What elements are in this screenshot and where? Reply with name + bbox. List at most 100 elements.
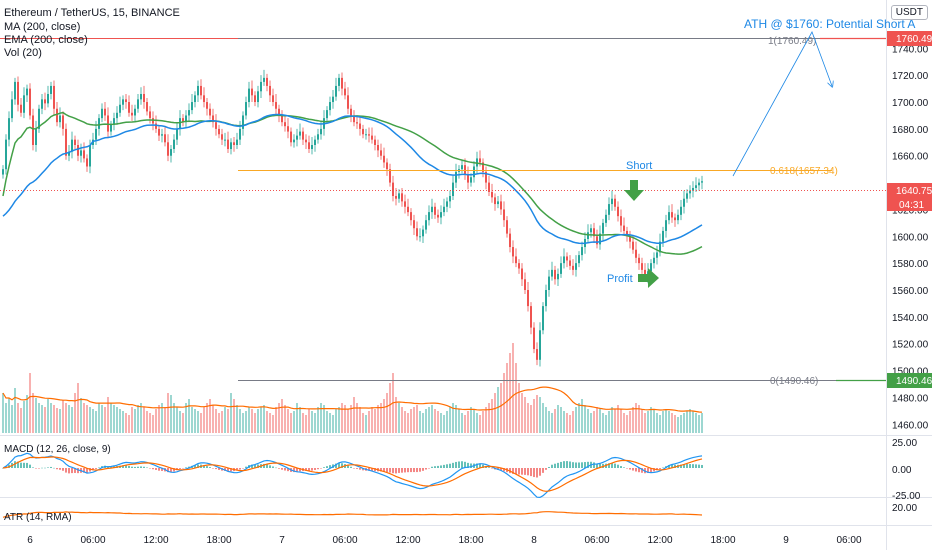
macd-tick-top: 25.00 <box>892 438 917 449</box>
candle-body <box>560 263 562 274</box>
candle-body <box>257 91 259 103</box>
macd-histogram-bar <box>641 468 643 473</box>
macd-histogram-bar <box>143 466 145 468</box>
candle-body <box>296 135 298 140</box>
volume-bar <box>611 407 613 433</box>
macd-pane <box>2 452 703 499</box>
volume-bar <box>8 398 10 433</box>
macd-histogram-bar <box>74 468 76 473</box>
ath-annotation[interactable]: ATH @ $1760: Potential Short A <box>744 17 915 31</box>
candle-body <box>389 169 391 183</box>
candle-body <box>317 134 319 140</box>
macd-histogram-bar <box>77 468 79 474</box>
volume-bar <box>242 413 244 433</box>
candle-body <box>593 228 595 237</box>
volume-bar <box>245 411 247 433</box>
time-axis[interactable]: 6 06:00 12:00 18:00 7 06:00 12:00 18:00 8 06:00 12… <box>27 535 862 546</box>
price-axis-tick: 1700.00 <box>892 98 929 109</box>
candle-body <box>182 118 184 123</box>
candle-body <box>617 206 619 217</box>
volume-bar <box>650 407 652 433</box>
candle-body <box>128 102 130 113</box>
projection-path[interactable] <box>732 31 832 177</box>
macd-line <box>2 452 703 499</box>
vol-legend[interactable]: Vol (20) <box>4 47 42 59</box>
symbol-title[interactable]: Ethereum / TetherUS, 15, BINANCE <box>4 7 180 19</box>
volume-bar <box>329 413 331 433</box>
candle-body <box>371 135 373 140</box>
price-pane[interactable] <box>0 0 886 435</box>
volume-bar <box>299 407 301 433</box>
volume-bar <box>290 413 292 433</box>
candle-body <box>539 330 541 360</box>
macd-histogram-bar <box>521 468 523 475</box>
volume-bar <box>338 407 340 433</box>
candle-body <box>101 108 103 119</box>
macd-histogram-bar <box>581 462 583 468</box>
profit-annotation[interactable]: Profit <box>607 273 633 285</box>
macd-histogram-bar <box>251 464 253 468</box>
volume-bar <box>107 397 109 433</box>
candle-body <box>293 139 295 143</box>
candle-body <box>398 193 400 199</box>
macd-histogram-bar <box>308 468 310 471</box>
candle-body <box>242 115 244 129</box>
volume-bar <box>419 411 421 433</box>
macd-histogram-bar <box>161 468 163 471</box>
volume-bar <box>152 415 154 433</box>
volume-bar <box>308 409 310 433</box>
currency-button[interactable]: USDT <box>890 5 928 20</box>
volume-bar <box>590 413 592 433</box>
short-down-arrow-icon[interactable] <box>624 180 644 201</box>
candle-body <box>275 102 277 109</box>
candle-body <box>488 182 490 192</box>
volume-bar <box>578 403 580 433</box>
time-axis-tick: 12:00 <box>395 535 420 546</box>
macd-histogram-bar <box>287 468 289 472</box>
ma-legend[interactable]: MA (200, close) <box>4 21 81 33</box>
volume-bar <box>593 411 595 433</box>
macd-histogram-bar <box>218 468 220 470</box>
candle-body <box>368 134 370 136</box>
volume-bar <box>470 407 472 433</box>
ema-legend[interactable]: EMA (200, close) <box>4 34 88 46</box>
candle-body <box>200 85 202 96</box>
candle-body <box>224 139 226 141</box>
candle-body <box>203 95 205 103</box>
time-axis-tick: 18:00 <box>710 535 735 546</box>
candle-body <box>8 118 10 140</box>
candle-body <box>104 108 106 116</box>
macd-histogram-bar <box>284 468 286 471</box>
volume-bar <box>20 408 22 433</box>
candle-body <box>131 112 133 116</box>
candle-body <box>107 115 109 132</box>
macd-histogram-bar <box>440 465 442 468</box>
current-price-tag-text: 1640.75 <box>896 186 932 197</box>
candle-body <box>554 269 556 280</box>
candle-body <box>164 134 166 143</box>
candle-body <box>626 230 628 237</box>
ath-price-tag <box>887 31 932 46</box>
candle-body <box>377 145 379 151</box>
macd-histogram-bar <box>53 467 55 469</box>
volume-bar <box>500 383 502 433</box>
short-annotation[interactable]: Short <box>626 160 652 172</box>
candle-body <box>347 95 349 109</box>
macd-histogram-bar <box>26 462 28 468</box>
candle-body <box>170 149 172 156</box>
volume-bar <box>191 407 193 433</box>
candle-body <box>119 104 121 113</box>
macd-histogram-bar <box>131 466 133 468</box>
candle-body <box>23 95 25 113</box>
macd-histogram-bar <box>167 468 169 473</box>
candle-body <box>605 214 607 223</box>
candle-body <box>701 181 703 183</box>
macd-histogram-bar <box>542 468 544 473</box>
candle-body <box>662 230 664 242</box>
candle-body <box>590 228 592 233</box>
candle-body <box>518 263 520 269</box>
volume-bar <box>323 405 325 433</box>
profit-right-arrow-icon[interactable] <box>638 268 659 288</box>
